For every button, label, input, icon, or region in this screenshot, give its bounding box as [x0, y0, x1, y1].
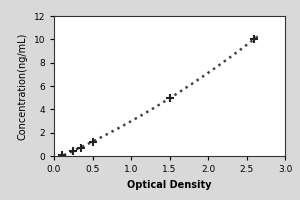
X-axis label: Optical Density: Optical Density: [127, 180, 212, 190]
Y-axis label: Concentration(ng/mL): Concentration(ng/mL): [18, 32, 28, 140]
